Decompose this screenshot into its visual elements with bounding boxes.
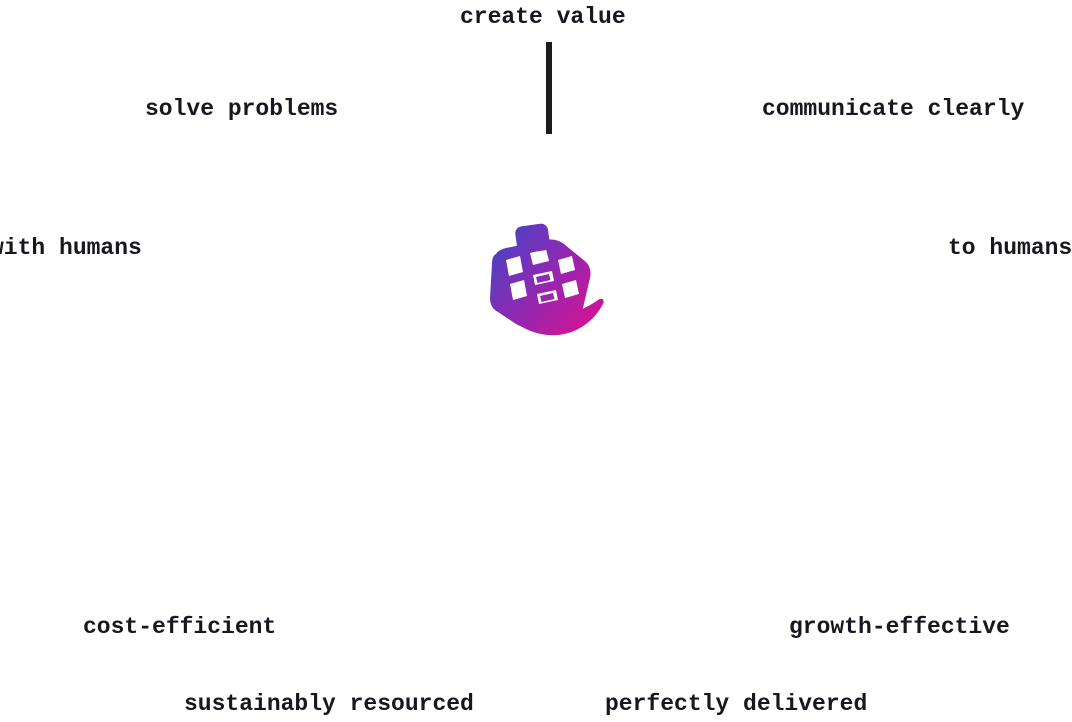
gradient-stacked-boxes-icon [486, 220, 608, 342]
label-solve-problems: solve problems [145, 96, 339, 122]
label-with-humans: with humans [0, 235, 142, 261]
label-perfectly-delivered: perfectly delivered [605, 691, 868, 717]
label-cost-efficient: cost-efficient [83, 614, 277, 640]
vertical-connector-line [546, 42, 552, 134]
label-sustainably-resourced: sustainably resourced [184, 691, 474, 717]
label-growth-effective: growth-effective [789, 614, 1010, 640]
label-communicate-clearly: communicate clearly [762, 96, 1025, 122]
label-create-value: create value [460, 4, 626, 30]
label-to-humans: to humans [948, 235, 1072, 261]
